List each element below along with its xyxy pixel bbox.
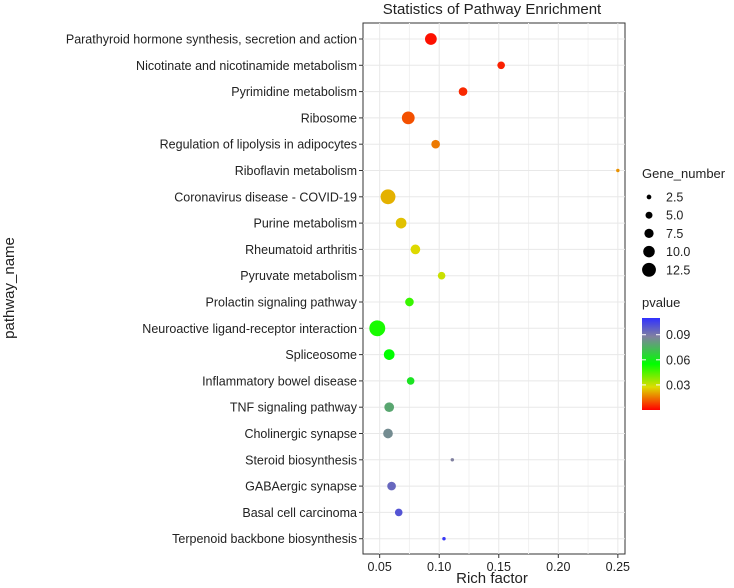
x-tick-label: 0.15	[487, 560, 511, 574]
pvalue-legend: pvalue 0.03 0.06 0.09	[642, 295, 690, 410]
data-point	[406, 377, 415, 385]
data-point	[369, 320, 386, 337]
y-axis-ticks: Parathyroid hormone synthesis, secretion…	[66, 33, 363, 546]
data-point	[405, 297, 414, 307]
y-tick-label: Pyruvate metabolism	[240, 269, 357, 283]
y-tick-label: Pyrimidine metabolism	[231, 85, 357, 99]
y-tick-label: Coronavirus disease - COVID-19	[174, 190, 357, 204]
pvalue-tick-label: 0.03	[666, 378, 690, 392]
gene-number-legend-label: 2.5	[666, 191, 683, 205]
data-point	[437, 271, 446, 280]
data-points	[369, 33, 620, 541]
data-point	[425, 33, 437, 45]
chart-title: Statistics of Pathway Enrichment	[383, 1, 602, 18]
data-point	[387, 481, 396, 491]
y-tick-label: Neuroactive ligand-receptor interaction	[142, 322, 357, 336]
y-tick-label: Riboflavin metabolism	[235, 164, 357, 178]
x-axis-ticks: 0.05 0.10 0.15 0.20 0.25	[368, 554, 630, 574]
y-tick-label: GABAergic synapse	[245, 480, 357, 494]
data-point	[380, 189, 396, 205]
data-point	[383, 349, 395, 360]
data-point	[497, 61, 505, 70]
data-point	[450, 458, 455, 462]
y-tick-label: Regulation of lipolysis in adipocytes	[160, 138, 357, 152]
y-tick-label: Terpenoid backbone biosynthesis	[172, 532, 357, 546]
y-tick-label: Rheumatoid arthritis	[245, 243, 357, 257]
data-point	[616, 168, 620, 173]
data-point	[384, 402, 395, 413]
gene-number-legend-dot	[645, 211, 653, 219]
gene-number-legend-label: 12.5	[666, 263, 690, 277]
pvalue-tick-label: 0.09	[666, 328, 690, 342]
y-tick-label: Spliceosome	[285, 348, 357, 362]
pvalue-tick-label: 0.06	[666, 353, 690, 367]
gene-number-legend-label: 5.0	[666, 209, 683, 223]
gene-number-legend-title: Gene_number	[642, 166, 726, 181]
data-point	[442, 536, 446, 541]
data-point	[410, 244, 421, 255]
y-tick-label: TNF signaling pathway	[230, 401, 358, 415]
y-tick-label: Nicotinate and nicotinamide metabolism	[136, 59, 357, 73]
gene-number-legend-dot	[642, 262, 656, 277]
gene-number-legend-dot	[643, 245, 655, 258]
y-tick-label: Prolactin signaling pathway	[206, 296, 358, 310]
y-tick-label: Ribosome	[301, 111, 357, 125]
y-tick-label: Purine metabolism	[253, 217, 357, 231]
data-point	[383, 428, 393, 439]
data-point	[394, 508, 403, 517]
pvalue-legend-title: pvalue	[642, 295, 680, 310]
data-point	[401, 111, 415, 125]
data-point	[395, 217, 407, 229]
gene-number-legend-label: 7.5	[666, 227, 683, 241]
x-tick-label: 0.05	[368, 560, 392, 574]
grid-lines	[363, 23, 625, 554]
plot-panel	[362, 22, 626, 555]
x-axis-title: Rich factor	[456, 570, 528, 587]
data-point	[431, 139, 440, 149]
x-tick-label: 0.20	[546, 560, 570, 574]
gene-number-legend: Gene_number 2.5 5.0 7.5 10.0 12.5	[642, 166, 726, 277]
y-tick-label: Inflammatory bowel disease	[202, 374, 357, 388]
gene-number-legend-dot	[644, 228, 654, 239]
y-tick-label: Cholinergic synapse	[244, 427, 357, 441]
pvalue-colorbar	[642, 318, 660, 410]
x-tick-label: 0.25	[606, 560, 630, 574]
y-tick-label: Parathyroid hormone synthesis, secretion…	[66, 33, 357, 47]
y-axis-title: pathway_name	[1, 237, 18, 339]
gene-number-legend-dot	[646, 194, 652, 200]
data-point	[458, 87, 468, 96]
y-tick-label: Basal cell carcinoma	[242, 506, 357, 520]
y-tick-label: Steroid biosynthesis	[245, 453, 357, 467]
gene-number-legend-label: 10.0	[666, 245, 690, 259]
x-tick-label: 0.10	[427, 560, 451, 574]
